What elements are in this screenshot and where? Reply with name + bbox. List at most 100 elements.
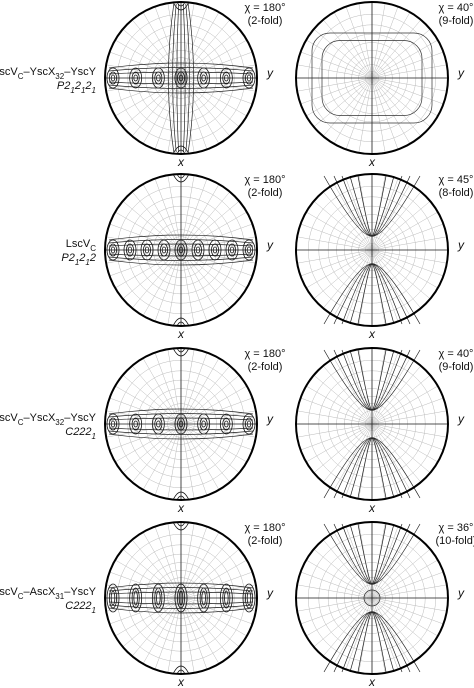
contour [106,413,120,435]
contour [110,74,116,82]
chi-label: χ = 40° [439,348,474,360]
contour [131,417,140,431]
row-label: LscVC–YscX32–YscY [0,412,97,427]
contour [108,62,254,94]
contour [172,3,190,153]
contour [224,74,229,82]
contour [201,590,206,606]
contour [106,239,120,261]
fold-label: (2-fold) [248,15,283,27]
contour [323,523,421,585]
y-axis-label: y [266,586,274,600]
contour [176,173,186,179]
contour [176,587,185,609]
row-label: C2221 [65,600,96,615]
subscript: C [90,244,96,253]
contour [210,243,219,257]
projection-circle [104,1,258,155]
contour [178,246,184,254]
contour [242,67,256,89]
contour [321,40,423,116]
contour [109,417,118,431]
contour [219,413,233,435]
contour [108,587,254,609]
x-axis-label: x [368,675,376,688]
label-part: AscV [0,586,18,598]
contour [108,408,254,440]
label-part: 2 [78,252,85,264]
label-part: –YscX [24,66,56,78]
subscript: 1 [85,258,89,267]
contour [172,347,190,357]
contour [108,582,254,614]
contour [174,583,188,613]
contour [246,420,252,428]
label-part: –YscY [64,412,96,424]
subscript: 1 [75,258,79,267]
contour [156,74,161,82]
contour [246,74,252,82]
contour [156,420,161,428]
contour [323,349,421,411]
contour [222,71,231,85]
contour [151,583,165,613]
contour [323,175,421,237]
chi-label: χ = 180° [244,348,285,360]
y-axis-label: y [457,586,465,600]
contour [176,347,186,353]
contour [201,420,206,428]
projection-circle [295,347,449,501]
label-part: LscV [66,238,91,250]
contour [244,243,253,257]
contour [219,67,233,89]
fold-label: (2-fold) [248,361,283,373]
label-part: –AscX [24,586,56,598]
contour [109,71,118,85]
contour [222,417,231,431]
contour [168,3,194,153]
contour [363,589,381,607]
contour [127,246,133,254]
contour [242,413,256,435]
row-label: P212121 [57,80,96,95]
contour [176,495,186,501]
chi-label: χ = 40° [439,2,474,14]
label-part: LscV [0,412,18,424]
x-axis-label: x [368,327,376,341]
contour [224,590,229,606]
contour [201,74,206,82]
subscript: 1 [81,86,85,95]
projection-circle [104,521,258,675]
contour [246,590,252,606]
fold-label: (10-fold) [436,535,474,547]
contour [109,243,118,257]
subscript: 1 [92,86,96,95]
contour [227,243,236,257]
contour [144,246,150,254]
contour [176,149,186,155]
row-label: AscVC–AscX31–YscY [0,586,97,601]
contour [176,521,186,527]
contour [212,246,218,254]
contour [242,583,256,613]
projection-circle [295,521,449,675]
projection-circle [295,1,449,155]
subscript: C [18,418,24,427]
label-part: 2 [74,80,81,92]
x-axis-label: x [368,501,376,515]
contour [108,413,254,435]
x-axis-label: x [368,155,376,169]
label-part: –YscY [64,586,96,598]
x-axis-label: x [177,675,185,688]
contour [323,611,421,673]
y-axis-label: y [457,66,465,80]
x-axis-label: x [177,327,185,341]
label-part: P2 [61,252,74,264]
contour [225,239,239,261]
contour [172,521,190,531]
chi-label: χ = 45° [439,174,474,186]
subscript: 1 [92,432,96,441]
contour [108,67,254,89]
projection-circle [104,173,258,327]
contour [109,587,118,609]
